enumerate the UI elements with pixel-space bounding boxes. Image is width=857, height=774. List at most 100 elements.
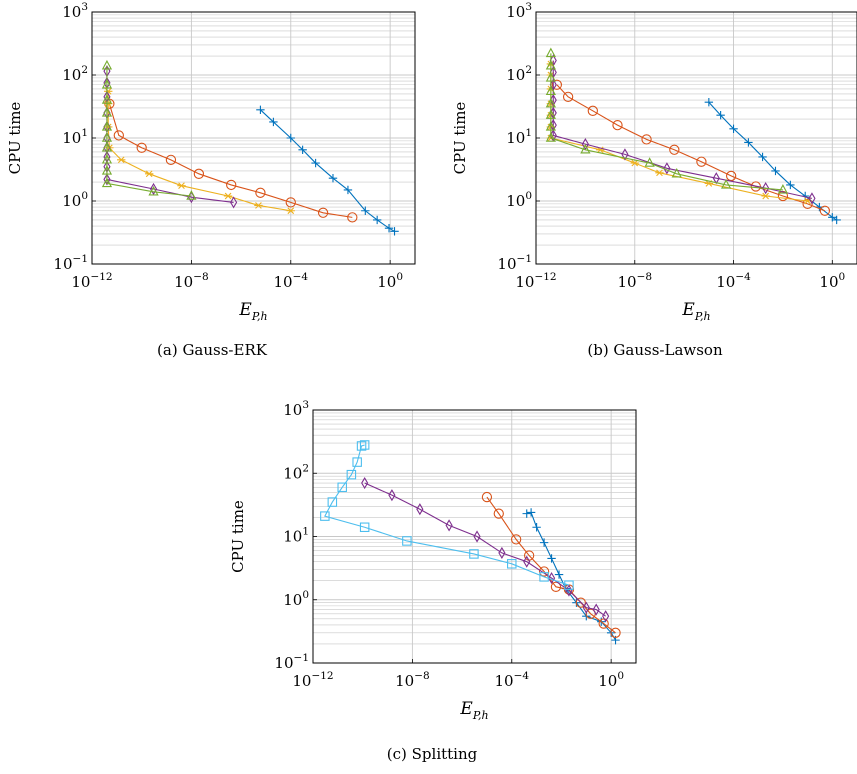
data-point — [545, 121, 556, 131]
data-point — [582, 601, 590, 614]
data-point — [545, 47, 556, 58]
x-tick-exponent: −12 — [311, 670, 333, 682]
series-orange — [104, 98, 358, 223]
data-point — [269, 117, 278, 127]
data-point — [256, 105, 265, 115]
y-tick-label: 101 — [62, 127, 88, 147]
data-point — [532, 523, 541, 532]
y-tick-label: 10−1 — [53, 253, 88, 273]
series-green — [545, 47, 789, 194]
x-tick-base: 10 — [819, 273, 838, 291]
x-tick-label: 10−12 — [515, 271, 556, 291]
data-point — [286, 133, 295, 143]
data-point — [136, 142, 147, 153]
data-point — [545, 59, 556, 70]
data-point — [539, 538, 549, 547]
data-point — [469, 549, 479, 559]
y-tick-exponent: −1 — [517, 253, 532, 265]
data-point — [255, 187, 266, 198]
data-point — [165, 154, 177, 165]
x-axis-label-subscript: P,h — [472, 709, 489, 722]
data-point — [337, 482, 347, 493]
x-tick-exponent: −12 — [90, 271, 112, 283]
x-axis-label: EP,h — [681, 300, 710, 323]
y-tick-base: 10 — [506, 192, 525, 210]
x-axis-label-subscript: P,h — [694, 310, 711, 323]
data-point — [669, 144, 680, 155]
grid — [91, 12, 415, 264]
x-tick-exponent: −12 — [534, 271, 556, 283]
data-point — [113, 130, 124, 141]
x-tick-label: 10−8 — [395, 670, 430, 690]
data-point — [771, 166, 780, 176]
data-point — [538, 566, 550, 577]
data-point — [598, 618, 609, 629]
series-blue — [522, 508, 620, 645]
x-tick-label: 10−12 — [71, 271, 112, 291]
data-point — [545, 85, 556, 96]
data-point — [193, 168, 205, 179]
series-line — [107, 91, 291, 212]
data-point — [832, 215, 841, 225]
x-tick-label: 10−12 — [292, 670, 333, 690]
x-tick-exponent: −4 — [514, 670, 530, 682]
y-tick-exponent: 3 — [81, 1, 88, 13]
data-point — [388, 489, 396, 502]
y-tick-exponent: 0 — [302, 589, 309, 601]
data-point — [704, 98, 714, 107]
data-point — [352, 457, 362, 467]
data-point — [361, 476, 369, 490]
x-tick-exponent: 0 — [396, 271, 403, 283]
y-tick-label: 10−1 — [274, 652, 309, 672]
data-point — [416, 503, 424, 516]
y-tick-exponent: 3 — [302, 399, 309, 411]
series-yellow — [546, 60, 812, 205]
y-tick-label: 100 — [62, 190, 88, 210]
subplot-caption: (a) Gauss-ERK — [157, 341, 268, 359]
y-tick-base: 10 — [497, 255, 516, 273]
series-line — [486, 496, 616, 634]
data-point — [473, 530, 481, 543]
data-point — [144, 170, 154, 178]
x-axis-label-subscript: P,h — [251, 310, 268, 323]
data-point — [562, 91, 574, 102]
series-line — [324, 444, 570, 586]
data-point — [644, 157, 655, 167]
data-point — [254, 202, 263, 209]
series-orange — [551, 79, 831, 216]
data-point — [547, 554, 556, 563]
data-point — [564, 580, 574, 590]
x-tick-exponent: −8 — [414, 670, 429, 682]
data-point — [819, 205, 831, 216]
y-tick-label: 100 — [506, 190, 532, 210]
y-tick-base: 10 — [506, 3, 525, 21]
data-point — [226, 179, 237, 191]
y-tick-base: 10 — [283, 591, 302, 609]
data-point — [285, 197, 296, 208]
y-tick-exponent: 3 — [525, 1, 532, 13]
data-point — [545, 72, 556, 82]
y-tick-label: 103 — [506, 1, 532, 21]
x-tick-base: 10 — [395, 672, 414, 690]
data-point — [286, 207, 295, 215]
series-blue — [256, 105, 399, 236]
data-point — [101, 177, 113, 188]
data-point — [384, 224, 394, 233]
y-tick-base: 10 — [506, 129, 525, 147]
data-point — [580, 143, 591, 154]
y-tick-label: 102 — [283, 462, 309, 482]
x-tick-base: 10 — [716, 273, 735, 291]
y-tick-exponent: −1 — [294, 652, 309, 664]
x-axis-label-main: E — [238, 300, 252, 320]
data-point — [311, 158, 320, 168]
data-point — [317, 207, 329, 218]
data-point — [550, 581, 562, 592]
y-tick-label: 10−1 — [497, 253, 532, 273]
data-point — [539, 572, 549, 582]
y-tick-exponent: 1 — [81, 127, 88, 139]
data-point — [101, 165, 113, 175]
data-point — [510, 534, 522, 545]
series-line — [364, 482, 606, 617]
